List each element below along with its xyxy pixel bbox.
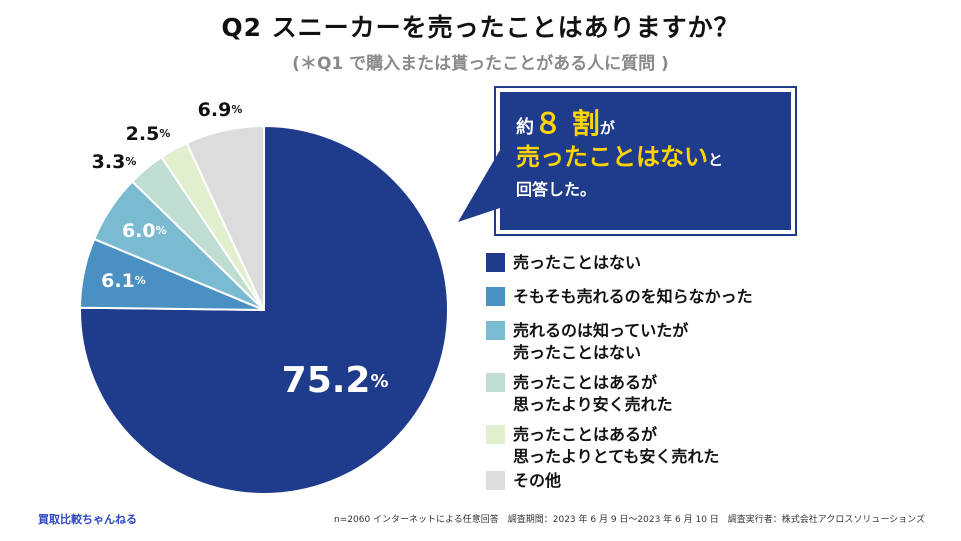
callout-highlight-answer: 売ったことはない	[516, 143, 708, 172]
chart-title: Q2 スニーカーを売ったことはありますか？	[221, 13, 740, 42]
pie-value-label: 3.3%	[92, 151, 137, 173]
legend-item: その他	[486, 470, 946, 492]
legend-swatch	[486, 321, 505, 340]
legend-item: 売ったことはあるが 思ったよりとても安く売れた	[486, 424, 946, 468]
pie-value-label: 6.0%	[122, 219, 167, 241]
callout-particle: が	[599, 119, 615, 137]
callout-conclusion: 回答した。	[516, 179, 597, 199]
pie-value-label: 2.5%	[126, 123, 171, 145]
legend-label: 売ったことはない	[513, 253, 642, 272]
legend-item: そもそも売れるのを知らなかった	[486, 286, 946, 308]
callout-particle-to: と	[708, 151, 724, 170]
legend-label: 売れるのは知っていたが 売ったことはない	[513, 321, 689, 362]
callout-pointer	[458, 150, 500, 222]
callout-prefix: 約	[516, 117, 534, 138]
legend-swatch	[486, 471, 505, 490]
legend-item: 売ったことはあるが 思ったより安く売れた	[486, 372, 946, 416]
callout-box: 約８ 割が 売ったことはないと 回答した。	[494, 86, 797, 236]
pie-value-label: 75.2%	[282, 360, 389, 401]
pie-value-label: 6.1%	[101, 269, 146, 291]
pie-value-label: 6.9%	[198, 99, 243, 121]
callout-highlight-ratio: ８ 割	[534, 107, 600, 140]
legend-swatch	[486, 287, 505, 306]
legend-swatch	[486, 425, 505, 444]
chart-subtitle: (＊Q1 で購入または貰ったことがある人に質問 )	[292, 54, 669, 74]
legend-label: 売ったことはあるが 思ったより安く売れた	[513, 373, 673, 414]
footer-brand: 買取比較ちゃんねる	[38, 513, 137, 526]
legend-label: そもそも売れるのを知らなかった	[513, 287, 753, 306]
legend-label: その他	[513, 471, 562, 490]
legend-item: 売ったことはない	[486, 252, 946, 274]
legend-swatch	[486, 253, 505, 272]
legend-item: 売れるのは知っていたが 売ったことはない	[486, 320, 946, 364]
legend-label: 売ったことはあるが 思ったよりとても安く売れた	[513, 425, 720, 466]
pie-slice	[185, 124, 265, 311]
pie-slice	[79, 124, 449, 495]
footer-survey-info: n=2060 インターネットによる任意回答 調査期間：2023 年 6 月 9 …	[334, 515, 925, 525]
legend-swatch	[486, 373, 505, 392]
